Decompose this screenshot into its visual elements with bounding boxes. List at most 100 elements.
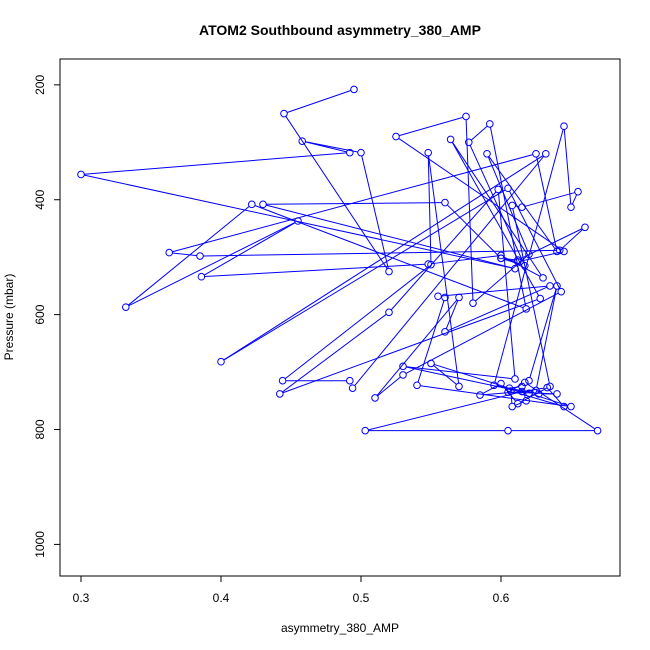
data-point bbox=[427, 260, 435, 269]
data-point bbox=[490, 381, 498, 390]
chart-title: ATOM2 Southbound asymmetry_380_AMP bbox=[199, 22, 481, 38]
data-point bbox=[350, 85, 358, 94]
series-segment bbox=[571, 194, 578, 205]
data-point bbox=[504, 388, 512, 396]
series-segment bbox=[204, 263, 425, 278]
series-segment bbox=[266, 202, 442, 205]
data-point bbox=[522, 305, 531, 313]
series-segment bbox=[390, 191, 497, 311]
data-point bbox=[546, 382, 554, 391]
data-point bbox=[280, 109, 288, 118]
series-segment bbox=[223, 189, 506, 361]
series-segment bbox=[223, 155, 544, 361]
y-tick-label: 400 bbox=[33, 189, 47, 209]
data-point bbox=[455, 382, 463, 391]
series-points bbox=[77, 85, 602, 435]
series-segment bbox=[285, 116, 388, 270]
series-segment bbox=[563, 129, 572, 204]
data-point bbox=[197, 272, 206, 281]
series-segment bbox=[525, 192, 575, 207]
data-point bbox=[567, 402, 575, 411]
series-segment bbox=[427, 155, 432, 262]
series-segment bbox=[536, 289, 557, 388]
series-segment bbox=[561, 229, 583, 249]
data-point bbox=[518, 387, 526, 396]
series-segment bbox=[487, 156, 529, 252]
series-segment bbox=[305, 141, 358, 153]
series-segment bbox=[428, 155, 460, 384]
y-tick-label: 800 bbox=[33, 419, 47, 439]
series-segment bbox=[489, 127, 527, 306]
data-point bbox=[532, 386, 540, 395]
series-segment bbox=[469, 145, 524, 264]
x-axis: 0.3 0.4 0.5 0.6 bbox=[73, 576, 510, 605]
data-point bbox=[385, 308, 393, 317]
data-point bbox=[469, 299, 477, 307]
x-tick-label: 0.6 bbox=[493, 591, 510, 605]
series-segment bbox=[368, 391, 519, 431]
data-point bbox=[392, 132, 400, 141]
series-segment bbox=[520, 228, 583, 260]
series-segment bbox=[282, 299, 538, 394]
data-point bbox=[385, 267, 393, 276]
data-point bbox=[346, 148, 354, 157]
y-tick-label: 600 bbox=[33, 304, 47, 324]
data-point bbox=[259, 200, 267, 209]
data-point bbox=[504, 184, 512, 193]
data-point bbox=[494, 185, 503, 194]
data-point bbox=[560, 402, 568, 411]
series-segment bbox=[497, 192, 516, 376]
data-point bbox=[441, 198, 449, 207]
data-point bbox=[511, 375, 519, 383]
series-segment bbox=[305, 141, 347, 153]
data-point bbox=[196, 252, 204, 260]
x-tick-label: 0.4 bbox=[213, 591, 230, 605]
data-point bbox=[248, 200, 256, 209]
data-point bbox=[165, 248, 173, 257]
series-segment bbox=[128, 206, 250, 306]
data-point bbox=[122, 303, 130, 311]
data-point bbox=[348, 384, 357, 392]
data-point bbox=[346, 376, 354, 385]
data-point bbox=[483, 149, 491, 158]
series-segment bbox=[494, 129, 564, 383]
data-point bbox=[462, 112, 470, 121]
series-segment bbox=[451, 142, 540, 296]
plot-area bbox=[59, 58, 621, 577]
data-point bbox=[294, 217, 302, 225]
data-point bbox=[217, 357, 225, 366]
series-segment bbox=[172, 252, 197, 257]
data-point bbox=[497, 254, 505, 263]
series-segment bbox=[529, 288, 557, 378]
data-point bbox=[371, 394, 379, 402]
series-segment bbox=[204, 222, 296, 276]
data-point bbox=[514, 399, 522, 408]
data-point bbox=[542, 149, 550, 158]
data-point bbox=[399, 362, 407, 371]
series-segment bbox=[445, 300, 459, 329]
series-segment bbox=[433, 363, 507, 388]
data-point bbox=[424, 260, 433, 268]
data-point bbox=[560, 247, 568, 256]
data-point bbox=[546, 282, 554, 290]
data-point bbox=[553, 282, 561, 290]
data-point bbox=[276, 390, 284, 398]
series-segment bbox=[254, 205, 524, 309]
data-point bbox=[413, 381, 421, 390]
data-point bbox=[504, 426, 512, 435]
series-segment bbox=[398, 138, 562, 250]
data-point bbox=[455, 293, 463, 302]
data-point bbox=[525, 376, 533, 385]
series-segment bbox=[286, 90, 352, 113]
series-segment bbox=[376, 299, 458, 396]
data-point bbox=[427, 359, 435, 368]
series-segment bbox=[417, 300, 445, 383]
series-segment bbox=[84, 152, 347, 175]
series-segment bbox=[399, 116, 463, 137]
y-axis: 200 400 600 800 1000 bbox=[33, 75, 60, 558]
data-point bbox=[508, 201, 517, 210]
data-point bbox=[446, 135, 455, 144]
data-point bbox=[553, 390, 561, 398]
data-point bbox=[522, 396, 531, 405]
